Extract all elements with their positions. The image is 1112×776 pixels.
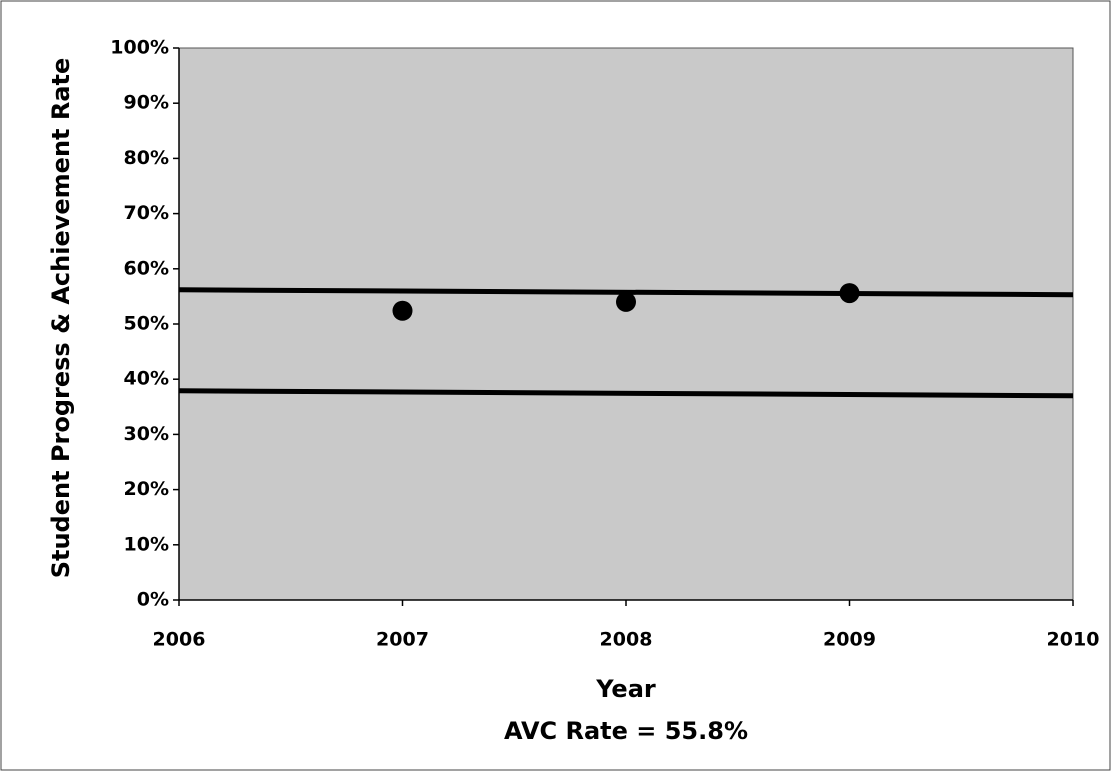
y-tick-label: 80% <box>124 147 169 169</box>
limit-line <box>178 287 1074 298</box>
x-tick-label: 2010 <box>1047 629 1100 651</box>
y-tick-label: 0% <box>137 589 169 611</box>
limit-line <box>178 388 1074 399</box>
y-tick-label: 90% <box>124 92 169 114</box>
y-axis-title: Student Progress & Achievement Rate <box>47 58 75 579</box>
data-point <box>616 291 636 312</box>
y-tick-label: 50% <box>124 313 169 335</box>
x-tick-label: 2006 <box>153 629 206 651</box>
y-tick-label: 20% <box>124 478 169 500</box>
y-tick-label: 70% <box>124 202 169 224</box>
y-tick-label: 10% <box>124 533 169 555</box>
annotation: AVC Rate = 55.8% <box>504 717 748 745</box>
y-tick-label: 100% <box>110 37 169 59</box>
plot-area <box>178 47 1074 601</box>
x-tick-label: 2007 <box>376 629 429 651</box>
data-point <box>392 300 413 321</box>
y-tick-label: 40% <box>124 368 169 390</box>
y-tick-label: 60% <box>124 257 169 279</box>
x-tick-label: 2008 <box>600 629 653 651</box>
x-tick-label: 2009 <box>823 629 876 651</box>
x-axis-title: Year <box>595 675 656 703</box>
y-tick-label: 30% <box>124 423 169 445</box>
